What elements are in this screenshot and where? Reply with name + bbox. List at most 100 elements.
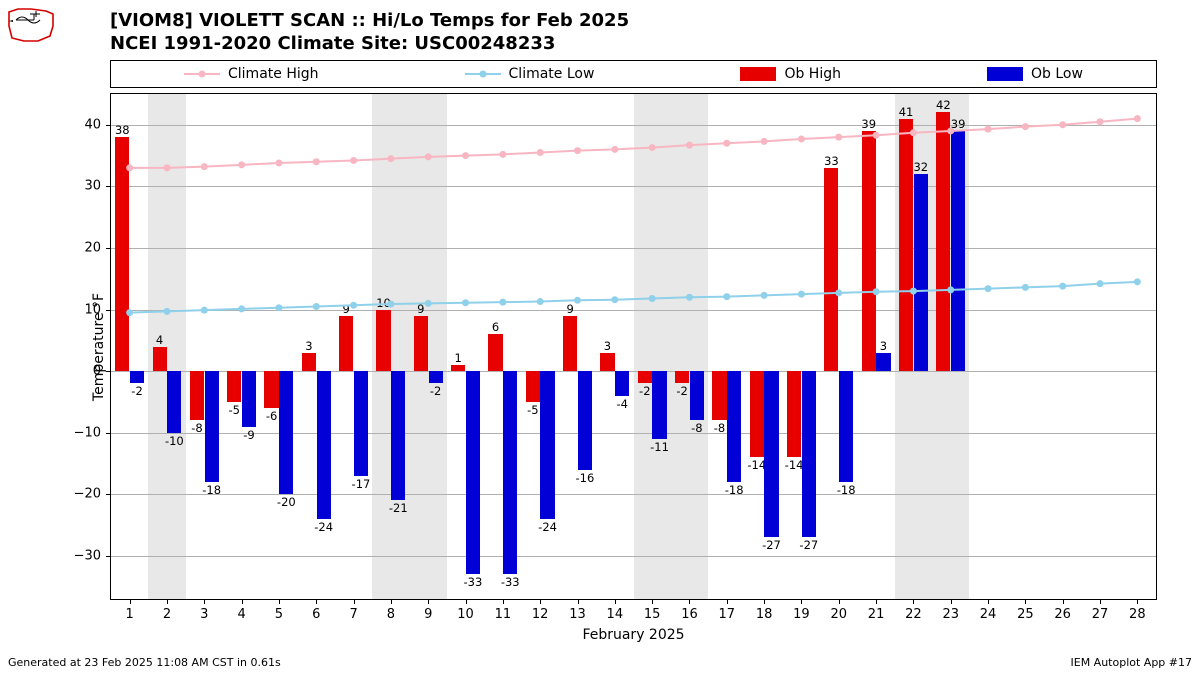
ob-high-bar [451,365,465,371]
bar-value-label: 3 [305,339,312,353]
legend-label-ob-high: Ob High [784,66,841,82]
y-tick-label: −10 [74,425,101,440]
x-tick-label: 1 [126,607,134,622]
bar-value-label: -5 [229,403,240,417]
bar-value-label: 32 [913,160,928,174]
bar-value-label: -17 [352,477,371,491]
x-tick-label: 4 [237,607,245,622]
bar-value-label: -2 [639,384,650,398]
title-line-1: [VIOM8] VIOLETT SCAN :: Hi/Lo Temps for … [110,10,629,33]
bar-value-label: -11 [650,440,669,454]
ob-low-bar [205,371,219,482]
bar-value-label: -18 [202,483,221,497]
title-line-2: NCEI 1991-2020 Climate Site: USC00248233 [110,33,629,56]
bar-value-label: -4 [616,397,627,411]
ob-high-bar [227,371,241,402]
ob-low-bar [242,371,256,426]
ob-high-bar [264,371,278,408]
legend-swatch-ob-low [987,67,1023,81]
x-tick-label: 19 [793,607,810,622]
x-tick-label: 6 [312,607,320,622]
ob-low-bar [914,174,928,371]
bar-value-label: -2 [676,384,687,398]
bar-value-label: 3 [604,339,611,353]
ob-low-bar [690,371,704,420]
ob-high-bar [526,371,540,402]
ob-low-bar [391,371,405,500]
x-tick-label: 7 [349,607,357,622]
legend-marker-climate-high [184,73,220,75]
gridline [111,125,1156,126]
gridline [111,248,1156,249]
x-tick-label: 9 [424,607,432,622]
bar-value-label: 10 [376,296,391,310]
ob-low-bar [876,353,890,371]
bar-value-label: 1 [455,351,462,365]
y-tick-label: −20 [74,487,101,502]
ob-high-bar [302,353,316,371]
x-tick-label: 27 [1092,607,1109,622]
x-tick-label: 21 [868,607,885,622]
bar-value-label: -14 [747,458,766,472]
bar-value-label: 9 [566,302,573,316]
ob-high-bar [712,371,726,420]
ob-high-bar [750,371,764,457]
y-tick-label: 40 [84,117,101,132]
bar-value-label: -2 [131,384,142,398]
ob-low-bar [802,371,816,537]
bar-value-label: 42 [936,98,951,112]
ob-high-bar [638,371,652,383]
x-tick-label: 22 [905,607,922,622]
bar-value-label: -21 [389,501,408,515]
bar-value-label: 3 [880,339,887,353]
legend: Climate High Climate Low Ob High Ob Low [110,60,1157,88]
bar-value-label: -8 [191,421,202,435]
ob-low-bar [578,371,592,470]
x-tick-label: 26 [1054,607,1071,622]
bar-value-label: -27 [762,538,781,552]
ob-high-bar [115,137,129,371]
bar-value-label: -10 [165,434,184,448]
bar-value-label: -8 [691,421,702,435]
x-tick-label: 28 [1129,607,1146,622]
ob-high-bar [824,168,838,371]
legend-climate-high: Climate High [184,66,319,82]
ob-high-bar [339,316,353,371]
y-tick-label: −30 [74,548,101,563]
ob-high-bar [190,371,204,420]
bar-value-label: -24 [314,520,333,534]
bar-value-label: -20 [277,495,296,509]
ob-high-bar [675,371,689,383]
ob-low-bar [466,371,480,574]
ob-high-bar [488,334,502,371]
bar-value-label: -14 [785,458,804,472]
x-tick-label: 12 [532,607,549,622]
ob-high-bar [376,310,390,372]
bar-value-label: -24 [538,520,557,534]
x-tick-label: 17 [719,607,736,622]
x-axis-label: February 2025 [582,627,684,643]
ob-low-bar [503,371,517,574]
ob-low-bar [540,371,554,519]
x-tick-label: 14 [607,607,624,622]
bar-value-label: -16 [575,471,594,485]
bar-value-label: 4 [156,333,163,347]
y-tick-label: 20 [84,240,101,255]
x-tick-label: 8 [387,607,395,622]
x-tick-label: 18 [756,607,773,622]
bar-value-label: 9 [417,302,424,316]
bar-value-label: -33 [464,575,483,589]
x-tick-label: 2 [163,607,171,622]
legend-ob-high: Ob High [740,66,841,82]
bar-value-label: -27 [799,538,818,552]
ob-high-bar [563,316,577,371]
ob-low-bar [652,371,666,439]
ob-high-bar [936,112,950,371]
ob-low-bar [951,131,965,371]
ob-low-bar [764,371,778,537]
gridline [111,433,1156,434]
ob-low-bar [130,371,144,383]
ob-high-bar [862,131,876,371]
bar-value-label: 9 [343,302,350,316]
legend-label-climate-high: Climate High [228,66,319,82]
